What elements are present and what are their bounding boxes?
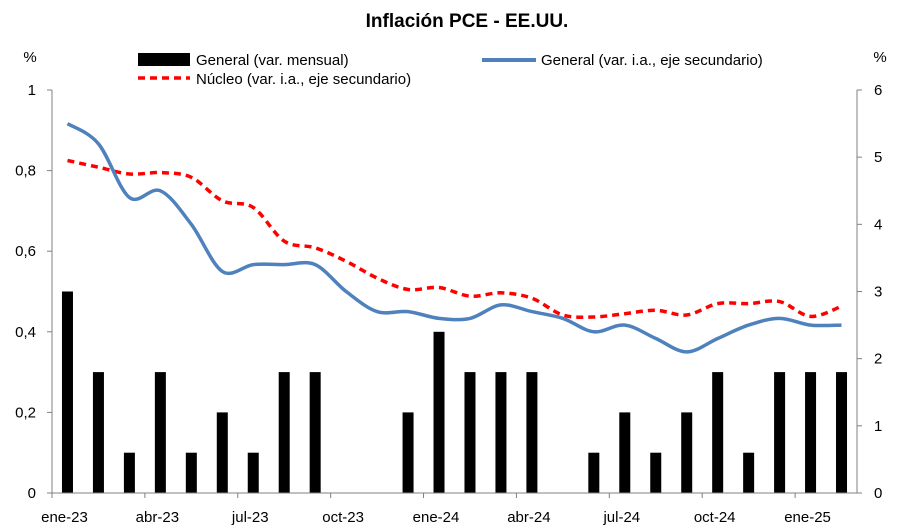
bar (774, 372, 786, 493)
right-tick-label: 5 (874, 149, 882, 166)
x-tick-label: ene-25 (784, 509, 831, 526)
left-tick-label: 1 (28, 82, 36, 99)
core-inflation-line (67, 158, 843, 320)
right-tick-label: 0 (874, 485, 882, 502)
bar (712, 372, 724, 493)
x-tick-label: oct-23 (322, 509, 364, 526)
bar (433, 331, 445, 493)
legend-label-bar: General (var. mensual) (196, 52, 349, 69)
x-tick-label: oct-24 (694, 509, 736, 526)
bar (123, 452, 135, 493)
bar (61, 291, 73, 493)
bar (681, 412, 693, 493)
bar (743, 452, 755, 493)
general-inflation-line (66, 122, 842, 354)
legend-swatch-bar (138, 53, 190, 66)
axes-group: 0 0,2 0,4 0,6 0,8 1 0 1 2 3 4 5 6 ene-23 abr-23 jul-23 o… (15, 82, 882, 526)
x-tick-label: jul-24 (602, 509, 640, 526)
bar (836, 372, 848, 493)
bar (464, 372, 476, 493)
right-tick-label: 2 (874, 351, 882, 368)
bar (92, 372, 104, 493)
bar (805, 372, 817, 493)
bar (247, 452, 259, 493)
bar (619, 412, 631, 493)
legend-label-core-line: Núcleo (var. i.a., eje secundario) (196, 71, 411, 88)
bar (588, 452, 600, 493)
x-tick-label: abr-23 (136, 509, 179, 526)
x-tick-label: abr-24 (507, 509, 550, 526)
bar (402, 412, 414, 493)
left-tick-label: 0 (28, 485, 36, 502)
left-axis-unit: % (23, 49, 36, 66)
left-tick-label: 0,4 (15, 324, 36, 341)
legend: General (var. mensual) General (var. i.a… (138, 52, 763, 88)
right-tick-label: 6 (874, 82, 882, 99)
bar (650, 452, 662, 493)
right-tick-label: 3 (874, 284, 882, 301)
bar (185, 452, 197, 493)
right-tick-label: 1 (874, 418, 882, 435)
left-tick-label: 0,8 (15, 163, 36, 180)
chart-title: Inflación PCE - EE.UU. (366, 11, 569, 32)
x-tick-label: jul-23 (231, 509, 269, 526)
bars-group (61, 291, 848, 493)
legend-label-general-line: General (var. i.a., eje secundario) (541, 52, 763, 69)
bar (278, 372, 290, 493)
bar (495, 372, 507, 493)
bar (154, 372, 166, 493)
x-tick-label: ene-23 (41, 509, 88, 526)
bar (526, 372, 538, 493)
left-tick-label: 0,6 (15, 243, 36, 260)
x-tick-label: ene-24 (413, 509, 460, 526)
right-tick-label: 4 (874, 216, 882, 233)
lines-group (66, 122, 843, 354)
bar (309, 372, 321, 493)
bar (216, 412, 228, 493)
left-tick-label: 0,2 (15, 404, 36, 421)
right-axis-unit: % (873, 49, 886, 66)
